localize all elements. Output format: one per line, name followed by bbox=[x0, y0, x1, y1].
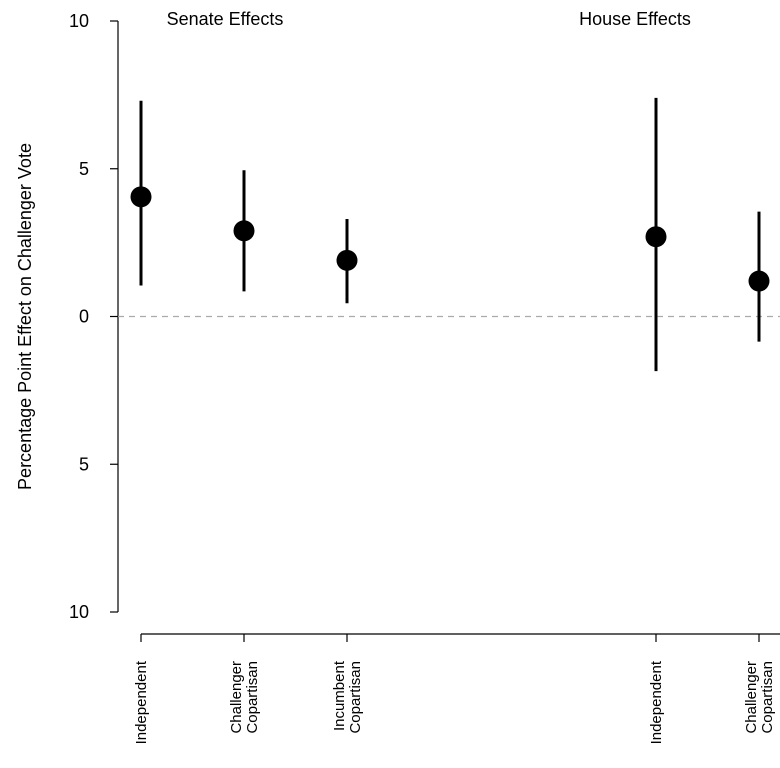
x-category-label: Copartisan bbox=[759, 661, 776, 734]
x-category-label: Independent bbox=[133, 660, 150, 744]
y-axis: 10 5 0 5 10 bbox=[69, 11, 119, 622]
y-axis-label: Percentage Point Effect on Challenger Vo… bbox=[15, 143, 35, 490]
x-category-label: Incumbent bbox=[331, 660, 348, 731]
x-category-label: Challenger bbox=[228, 661, 245, 734]
panel-titles: Senate Effects House Effects bbox=[167, 9, 691, 29]
point-estimate bbox=[130, 186, 152, 208]
point-estimates bbox=[130, 97, 770, 372]
point-estimate bbox=[233, 220, 255, 242]
point-estimate bbox=[645, 226, 667, 248]
x-category-label: Copartisan bbox=[244, 661, 261, 734]
y-tick-label: 0 bbox=[79, 307, 89, 327]
panel-title: Senate Effects bbox=[167, 9, 284, 29]
point-estimate bbox=[336, 249, 358, 271]
y-tick-label: 5 bbox=[79, 159, 89, 179]
y-tick-label: 10 bbox=[69, 602, 89, 622]
x-axis: Independent Challenger Copartisan Incumbent… bbox=[133, 633, 780, 744]
x-category-label: Independent bbox=[648, 660, 665, 744]
panel-title: House Effects bbox=[579, 9, 691, 29]
x-category-label: Copartisan bbox=[347, 661, 364, 734]
x-category-label: Challenger bbox=[743, 661, 760, 734]
point-estimate bbox=[748, 270, 770, 292]
y-tick-label: 10 bbox=[69, 11, 89, 31]
y-tick-label: 5 bbox=[79, 454, 89, 474]
